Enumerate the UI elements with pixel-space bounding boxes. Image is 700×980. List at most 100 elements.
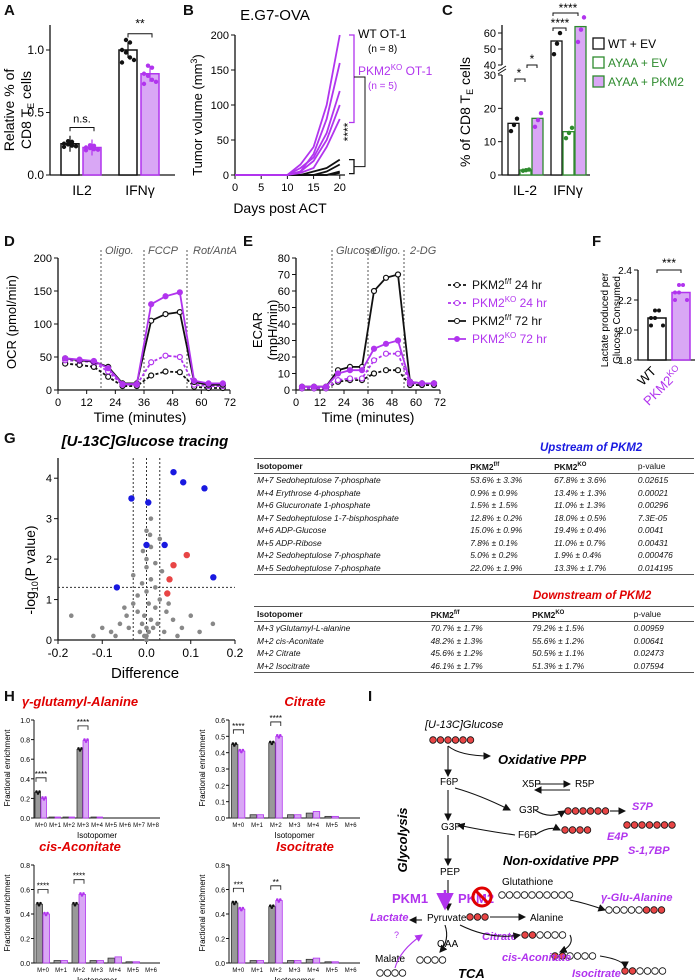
y-tick-label: 0 <box>46 385 52 397</box>
data-point <box>126 625 132 631</box>
data-point <box>197 629 202 635</box>
panel-g-ylabel: -log10(P value) <box>22 525 40 614</box>
data-point <box>270 906 274 909</box>
x-tick-label: 15 <box>307 182 319 194</box>
data-point <box>117 621 123 627</box>
data-point <box>144 564 149 570</box>
panel-b-title: E.G7-OVA <box>240 7 310 24</box>
table-cell-iso: M+4 Erythrose 4-phosphate <box>257 487 361 498</box>
data-point <box>551 52 557 57</box>
data-point <box>148 372 155 379</box>
legend-swatch-wt-ev <box>592 37 605 50</box>
y-axis-label: Fractional enrichment <box>198 729 207 807</box>
glucose-carbon <box>466 736 475 744</box>
data-point <box>418 380 426 387</box>
glucose-label: [U-13C]Glucose <box>424 719 503 731</box>
data-point <box>394 337 402 344</box>
table-cell-p: 0.00296 <box>637 500 669 511</box>
x-tick-label: -0.2 <box>48 646 69 660</box>
y-tick-label: 40 <box>484 60 496 72</box>
s7p-carbon <box>586 807 595 815</box>
data-point <box>653 316 657 320</box>
x-tick-label: -0.1 <box>92 646 113 660</box>
panel-c-legend: WT + EV AYAA + EV AYAA + PKM2 <box>592 37 684 89</box>
sig-bracket <box>35 777 47 782</box>
data-point <box>153 585 158 590</box>
y-tick-label: 50 <box>217 135 229 147</box>
bar <box>60 960 68 964</box>
s7p-carbon <box>601 807 610 815</box>
x-tick-label: M+1 <box>251 968 264 974</box>
y-tick-label: 0.4 <box>20 912 30 919</box>
data-point <box>382 350 390 357</box>
data-point <box>131 57 137 63</box>
y-tick-label: 0.6 <box>20 888 30 895</box>
oxidative-ppp-label: Oxidative PPP <box>498 752 586 767</box>
table-cell-p: 0.02473 <box>633 648 664 659</box>
gglu-carbon <box>627 906 636 914</box>
sig-bracket <box>270 721 282 726</box>
data-point <box>382 340 390 347</box>
isocitrate-label: Isocitrate <box>572 968 621 980</box>
pyruvate-to-citrate-arrow <box>459 924 522 940</box>
sig-bracket <box>354 76 366 168</box>
table-cell-ff: 46.1% ± 1.7% <box>427 659 530 674</box>
bar <box>249 960 257 964</box>
wt-bracket <box>349 158 355 175</box>
data-point <box>113 633 118 639</box>
lactate-label: Lactate <box>370 912 409 924</box>
data-point <box>275 898 279 901</box>
y-tick-label: 150 <box>34 286 52 298</box>
citrate-carbon <box>551 931 559 939</box>
y-axis-label: Fractional enrichment <box>198 874 207 952</box>
data-point <box>36 792 40 795</box>
data-point <box>72 901 75 905</box>
table-row: M+2 cis-Aconitate 48.2% ± 1.3% 55.6% ± 1.2… <box>254 635 694 648</box>
data-point <box>141 633 147 639</box>
y-tick-label: 70 <box>278 270 290 282</box>
sig-label: **** <box>232 722 244 731</box>
col-isotopomer: Isotopomer <box>254 605 428 623</box>
bar <box>53 960 61 964</box>
table-cell-iso: M+3 γGlutamyl-L-alanine <box>257 623 351 634</box>
pyruvate-carbon <box>473 913 482 921</box>
bar <box>671 291 691 361</box>
x-tick-label: M+3 <box>91 968 104 974</box>
malate-carbon <box>383 969 392 977</box>
bar <box>312 811 321 819</box>
data-point <box>141 81 147 87</box>
isocitrate-carbon <box>628 967 637 975</box>
x-tick-label: 5 <box>258 182 264 194</box>
table-cell-ko: 11.0% ± 1.3% <box>554 500 606 511</box>
data-point <box>277 736 281 739</box>
data-point <box>127 40 133 45</box>
x-tick-label: M+8 <box>147 823 160 829</box>
bar <box>76 749 83 819</box>
bar <box>237 908 246 964</box>
panel-letter-f: F <box>592 233 602 250</box>
data-point <box>234 742 238 745</box>
y-tick-label: 0 <box>284 385 290 397</box>
axis-break <box>497 65 507 72</box>
table-cell-iso: M+5 ADP-Ribose <box>257 537 322 548</box>
col-p-value: p-value <box>630 605 694 623</box>
y-tick-label: 0.6 <box>20 757 30 764</box>
x-tick-label: M+6 <box>145 968 158 974</box>
x-tick-label: M+1 <box>49 823 62 829</box>
data-point <box>277 900 281 903</box>
data-point <box>210 621 216 627</box>
data-point <box>210 574 217 581</box>
bar <box>305 812 314 819</box>
panel-d-xlabel: Time (minutes) <box>94 409 187 425</box>
panel-d-chart: OCR (pmol/min) Time (minutes) 0 50 100 150 2… <box>4 245 237 425</box>
glucose-carbon <box>429 736 437 744</box>
table-cell-p: 0.00021 <box>637 487 669 498</box>
data-point <box>144 528 149 534</box>
y-tick-label: 1.0 <box>27 43 44 57</box>
data-point <box>61 144 67 150</box>
cis-aconitate-carbon <box>558 952 567 960</box>
data-point <box>532 124 538 130</box>
panel-h-charts: γ-glutamyl-Alanine Fractional enrichment 0… <box>3 694 360 980</box>
data-point <box>382 274 390 281</box>
x-tick-label: 10 <box>281 182 293 194</box>
